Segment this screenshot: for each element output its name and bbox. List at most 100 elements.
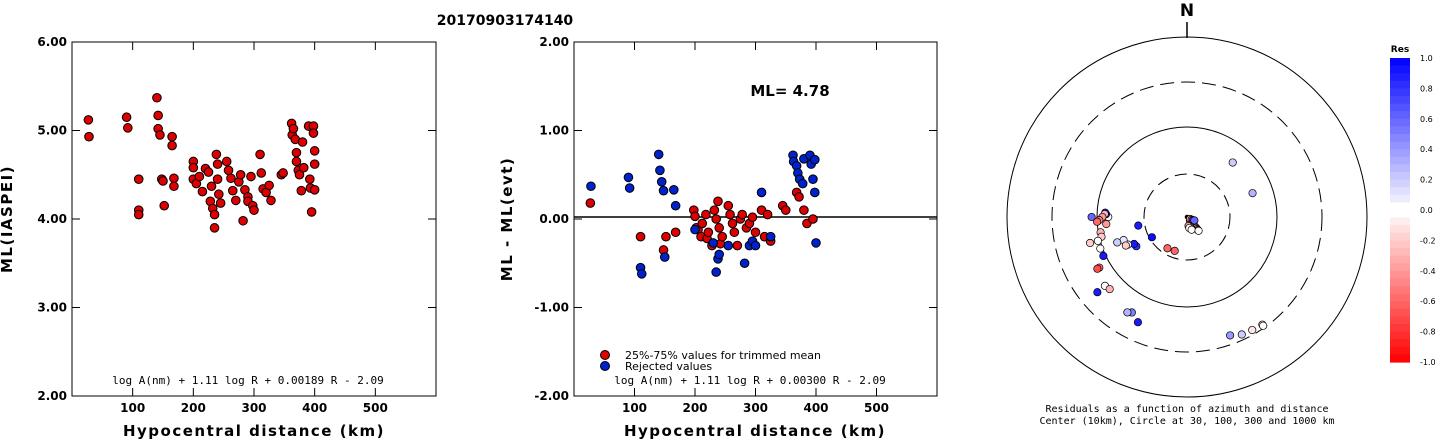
data-point [711,267,721,277]
ml-annotation: ML= 4.78 [750,82,829,100]
y-axis-label: ML - ML(evt) [498,157,516,281]
polar-point [1248,325,1257,335]
data-point [585,198,596,208]
x-tick-label: 500 [864,401,889,415]
figure-title: 20170903174140 [437,13,574,29]
data-point [169,173,179,184]
data-point [155,130,165,140]
x-axis-ticks: 100 200 300 400 500 [622,42,889,415]
data-point [83,115,94,125]
ring-outer [1006,36,1368,398]
data-point [697,218,708,229]
polar-point [1147,233,1156,242]
x-axis-ticks: 100 200 300 400 500 [120,42,388,415]
legend: 25%-75% values for trimmed mean Rejected… [600,349,821,373]
data-point [306,207,317,217]
colorbar-label: 0.2 [1420,176,1433,185]
polar-point [1105,285,1114,294]
colorbar-segment [1390,111,1410,120]
colorbar-segment [1390,202,1410,211]
data-point [808,214,818,224]
colorbar-segment [1390,80,1410,89]
data-point [711,214,721,224]
data-point [309,159,320,169]
colorbar-segment [1390,134,1410,143]
colorbar-segment [1390,354,1410,363]
polar-point [1163,244,1172,253]
formula-text: log A(nm) + 1.11 log R + 0.00189 R - 2.0… [112,374,384,387]
x-tick-label: 400 [803,401,828,415]
colorbar-label: -0.2 [1420,236,1436,245]
y-tick-label: 1.00 [539,124,569,138]
data-point [723,200,734,211]
data-point [727,218,738,229]
colorbar-segment [1390,156,1410,165]
data-point [670,200,681,211]
polar-point [1226,331,1235,340]
data-points [1086,158,1268,340]
data-point [661,231,671,242]
data-point [732,240,743,251]
legend-label-rejected: Rejected values [625,360,712,373]
x-tick-label: 100 [622,401,647,415]
data-point [296,185,307,196]
data-point [223,165,234,176]
data-point [799,205,809,215]
chart-ml-residual: -2.00 -1.00 0.00 1.00 2.00 100 200 300 400 500 M… [498,35,938,440]
polar-point [1121,241,1130,250]
data-point [809,154,820,165]
colorbar-segment [1390,126,1410,135]
x-tick-label: 200 [181,401,206,415]
data-point [288,123,299,134]
data-point [133,174,144,184]
data-point [235,169,246,180]
colorbar-segment [1390,141,1410,150]
data-point [169,181,179,192]
data-point [84,131,94,142]
colorbar-segment [1390,217,1410,226]
colorbar-segment [1390,286,1410,295]
data-point [725,209,735,220]
data-point [221,156,232,167]
colorbar-segment [1390,187,1410,196]
colorbar-label: 0.4 [1420,145,1433,154]
caption-line-1: Residuals as a function of azimuth and d… [1046,404,1329,415]
colorbar-segment [1390,232,1410,241]
data-point [624,183,635,193]
colorbar [1390,58,1410,363]
data-point [703,227,714,238]
colorbar-label: 0.0 [1420,206,1433,215]
data-point [308,128,319,138]
polar-point [1102,220,1111,229]
data-point [780,205,791,215]
y-tick-label: 6.00 [37,35,67,49]
data-point [737,209,747,220]
data-point [794,192,804,202]
polar-point [1087,212,1096,222]
colorbar-segment [1390,58,1410,67]
colorbar-segment [1390,172,1410,181]
y-axis-label: ML(IASPEI) [0,165,16,273]
data-point [249,205,259,215]
colorbar-segment [1390,164,1410,173]
data-point [750,240,761,251]
data-point [291,147,302,158]
x-tick-label: 400 [302,401,327,415]
colorbar-segment [1390,240,1410,249]
x-tick-label: 100 [120,401,145,415]
data-point [656,177,667,187]
legend-marker-trimmed [600,350,610,360]
data-point [658,185,669,196]
polar-point [1113,238,1122,247]
colorbar-label: 1.0 [1420,54,1433,63]
polar-point [1086,238,1095,248]
x-tick-label: 500 [363,401,388,415]
polar-point [1123,308,1132,317]
colorbar-segment [1390,308,1410,317]
data-points [585,149,821,279]
data-point [747,212,758,223]
data-point [690,224,700,235]
colorbar-segment [1390,316,1410,325]
data-point [158,176,168,186]
